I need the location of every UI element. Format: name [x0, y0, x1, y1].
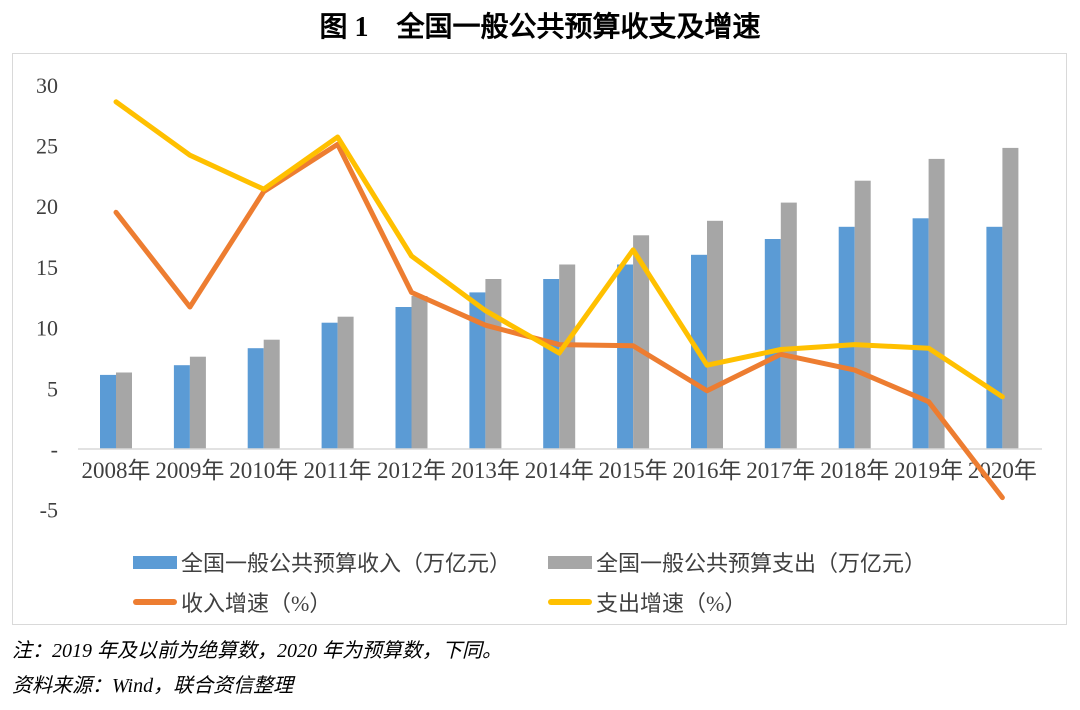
expenditure-growth-line-swatch-icon: [548, 599, 592, 605]
x-tick-label: 2008年: [82, 458, 151, 483]
bar-2014年-1: [559, 264, 576, 449]
x-tick-label: 2013年: [451, 458, 520, 483]
legend-item-expenditure-bar: 全国一般公共预算支出（万亿元）: [548, 546, 926, 578]
x-tick-label: 2012年: [377, 458, 446, 483]
y-tick-label: 5: [47, 376, 58, 401]
bar-2010年-1: [263, 339, 280, 449]
y-tick-label: 25: [36, 134, 58, 159]
bar-2020年-0: [986, 226, 1003, 449]
y-tick-label: 15: [36, 255, 58, 280]
expenditure-bar-swatch-icon: [548, 555, 592, 569]
x-tick-label: 2015年: [599, 458, 668, 483]
line-series-1: [113, 99, 1005, 400]
bar-2011年-1: [337, 316, 354, 449]
chart-title: 图 1 全国一般公共预算收支及增速: [319, 12, 761, 43]
bar-2011年-0: [321, 322, 338, 449]
x-tick-label: 2011年: [304, 458, 372, 483]
legend-item-revenue-growth: 收入增速（%）: [133, 586, 331, 618]
bar-2013年-1: [485, 279, 502, 449]
bar-2008年-0: [100, 374, 116, 449]
legend-label-revenue-growth: 收入增速（%）: [181, 591, 332, 616]
y-tick-label: 30: [36, 73, 58, 98]
y-tick-label: 10: [36, 316, 58, 341]
bar-2015年-1: [633, 235, 650, 449]
legend-row-bars: 全国一般公共预算收入（万亿元） 全国一般公共预算支出（万亿元）: [13, 546, 1066, 576]
x-tick-label: 2018年: [820, 458, 889, 483]
bar-2013年-0: [469, 292, 486, 449]
bar-2019年-0: [912, 218, 929, 449]
chart-notes: 注：2019 年及以前为绝算数，2020 年为预算数，下同。 资料来源：Wind…: [12, 634, 502, 704]
bar-2019年-1: [928, 158, 945, 449]
bar-2017年-1: [780, 202, 797, 449]
legend-label-expenditure-bar: 全国一般公共预算支出（万亿元）: [596, 551, 927, 576]
bar-2008年-1: [116, 372, 132, 449]
chart-canvas: 2008年 2009年 2010年 2011年 2012年 2013年 2014年 2015年…: [36, 73, 1042, 523]
legend-item-expenditure-growth: 支出增速（%）: [548, 586, 746, 618]
x-tick-label: 2016年: [673, 458, 742, 483]
x-tick-label: 2014年: [525, 458, 594, 483]
bar-2018年-1: [854, 180, 871, 449]
bar-2010年-0: [247, 348, 264, 449]
bar-2015年-0: [617, 264, 634, 449]
legend-label-revenue-bar: 全国一般公共预算收入（万亿元）: [181, 551, 512, 576]
bar-2014年-0: [543, 279, 560, 449]
x-tick-label: 2009年: [155, 458, 224, 483]
revenue-bar-swatch-icon: [133, 555, 177, 569]
x-tick-label: 2019年: [894, 458, 963, 483]
bar-2012年-0: [395, 307, 412, 449]
legend-row-lines: 收入增速（%） 支出增速（%）: [13, 586, 1066, 616]
x-tick-label: 2017年: [746, 458, 815, 483]
y-tick-label: -5: [40, 498, 58, 523]
x-tick-label: 2010年: [229, 458, 298, 483]
bar-2018年-0: [838, 226, 855, 449]
chart-frame: 2008年 2009年 2010年 2011年 2012年 2013年 2014年 2015年…: [12, 53, 1067, 625]
bar-2009年-1: [189, 356, 206, 449]
bar-2012年-1: [411, 296, 428, 449]
bar-2017年-0: [764, 239, 781, 449]
x-tick-label: 2020年: [968, 458, 1037, 483]
revenue-growth-line-swatch-icon: [133, 599, 177, 605]
bar-2009年-0: [173, 365, 190, 449]
note-line: 注：2019 年及以前为绝算数，2020 年为预算数，下同。: [12, 640, 502, 662]
y-tick-label: 20: [36, 194, 58, 219]
source-line: 资料来源：Wind，联合资信整理: [12, 675, 294, 697]
bar-2020年-1: [1002, 147, 1019, 449]
bar-2016年-1: [707, 220, 723, 449]
y-tick-label: -: [51, 437, 58, 462]
legend-label-expenditure-growth: 支出增速（%）: [596, 591, 747, 616]
legend-item-revenue-bar: 全国一般公共预算收入（万亿元）: [133, 546, 511, 578]
